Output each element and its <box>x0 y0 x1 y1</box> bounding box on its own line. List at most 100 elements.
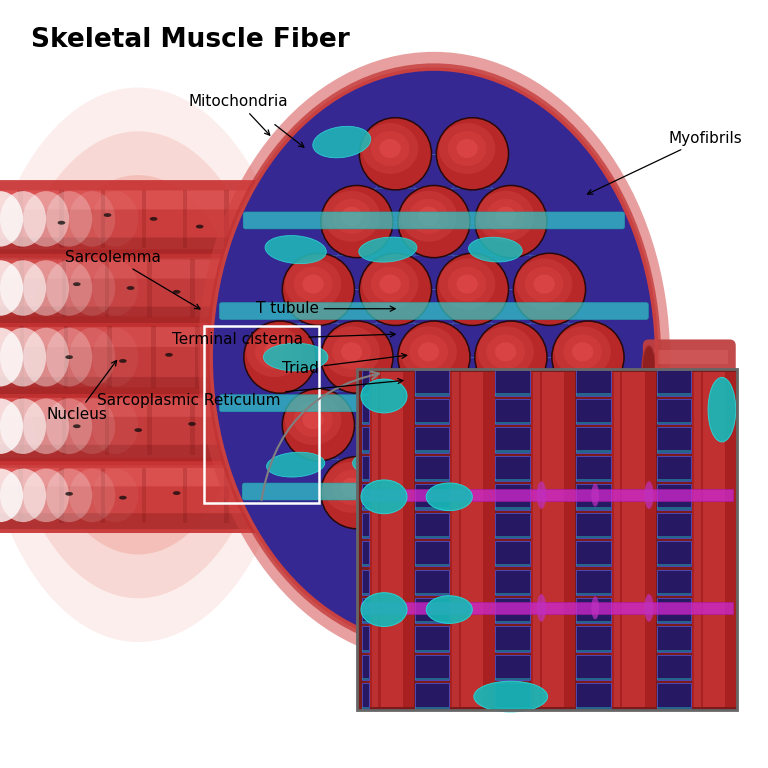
FancyBboxPatch shape <box>220 303 648 319</box>
Bar <box>614 372 621 707</box>
Bar <box>495 370 530 396</box>
Bar <box>657 393 691 396</box>
Bar <box>362 393 369 396</box>
FancyBboxPatch shape <box>0 468 290 486</box>
Ellipse shape <box>285 259 341 310</box>
Ellipse shape <box>255 334 294 369</box>
Bar <box>362 536 369 538</box>
Ellipse shape <box>285 394 341 445</box>
Bar <box>276 259 280 316</box>
Ellipse shape <box>282 388 356 462</box>
Ellipse shape <box>92 260 138 316</box>
Bar <box>415 678 449 680</box>
Bar <box>265 190 270 248</box>
Ellipse shape <box>3 131 273 598</box>
Bar <box>362 512 369 538</box>
Bar <box>415 536 449 538</box>
Bar <box>461 372 484 707</box>
Bar <box>415 507 449 509</box>
Bar <box>362 593 369 595</box>
Bar <box>415 650 449 652</box>
Bar <box>62 259 67 316</box>
Bar <box>576 370 611 396</box>
Bar <box>495 399 530 424</box>
Bar <box>18 468 23 523</box>
Bar <box>495 478 530 481</box>
Bar <box>657 684 691 709</box>
Bar <box>362 370 369 396</box>
Bar <box>576 422 611 424</box>
Ellipse shape <box>642 346 656 392</box>
Ellipse shape <box>359 388 432 462</box>
Bar <box>362 399 369 424</box>
Bar <box>224 468 229 523</box>
Ellipse shape <box>371 131 409 166</box>
Ellipse shape <box>0 468 23 522</box>
Ellipse shape <box>456 410 478 429</box>
Ellipse shape <box>512 253 586 326</box>
Ellipse shape <box>400 462 457 513</box>
Bar <box>415 484 449 509</box>
Ellipse shape <box>435 253 509 326</box>
Ellipse shape <box>437 525 508 596</box>
Ellipse shape <box>320 320 394 394</box>
Ellipse shape <box>478 190 534 242</box>
Bar <box>362 484 369 509</box>
Bar <box>495 564 530 567</box>
FancyBboxPatch shape <box>0 327 310 347</box>
Bar <box>20 326 25 388</box>
Bar <box>362 678 369 680</box>
Bar <box>692 372 737 707</box>
Ellipse shape <box>379 545 401 564</box>
Bar <box>657 598 691 624</box>
Ellipse shape <box>456 545 478 564</box>
Ellipse shape <box>551 320 625 394</box>
Bar <box>576 541 611 567</box>
Bar <box>495 621 530 624</box>
Ellipse shape <box>322 457 392 528</box>
Ellipse shape <box>92 399 138 454</box>
Bar <box>415 684 449 709</box>
Ellipse shape <box>320 185 394 259</box>
Ellipse shape <box>371 402 409 437</box>
Ellipse shape <box>323 462 380 513</box>
Ellipse shape <box>362 530 419 581</box>
Ellipse shape <box>320 455 394 529</box>
Ellipse shape <box>439 259 495 310</box>
Bar <box>362 627 369 652</box>
Bar <box>233 398 237 455</box>
Bar <box>622 372 644 707</box>
Ellipse shape <box>341 478 362 497</box>
Bar <box>224 190 229 248</box>
Ellipse shape <box>0 260 46 316</box>
Bar <box>362 450 369 452</box>
Bar <box>101 468 105 523</box>
Ellipse shape <box>554 326 611 377</box>
Text: Terminal cisterna: Terminal cisterna <box>172 332 396 347</box>
Ellipse shape <box>23 468 69 522</box>
Ellipse shape <box>196 225 204 229</box>
Ellipse shape <box>591 484 599 507</box>
Ellipse shape <box>448 266 487 302</box>
Ellipse shape <box>23 399 69 454</box>
Ellipse shape <box>437 389 508 460</box>
Text: Triad: Triad <box>282 353 407 376</box>
Bar <box>19 259 24 316</box>
FancyBboxPatch shape <box>0 445 302 461</box>
Bar <box>362 541 369 567</box>
Bar <box>657 593 691 595</box>
Ellipse shape <box>400 326 457 377</box>
Ellipse shape <box>219 284 227 288</box>
Ellipse shape <box>495 207 516 226</box>
Ellipse shape <box>46 328 92 386</box>
Ellipse shape <box>69 260 115 316</box>
FancyBboxPatch shape <box>0 306 302 323</box>
Ellipse shape <box>0 399 46 454</box>
Ellipse shape <box>341 207 362 226</box>
Ellipse shape <box>293 266 333 302</box>
Bar <box>657 707 691 709</box>
Bar <box>357 369 737 710</box>
Ellipse shape <box>313 127 371 157</box>
Bar <box>415 455 449 481</box>
Bar <box>415 450 449 452</box>
